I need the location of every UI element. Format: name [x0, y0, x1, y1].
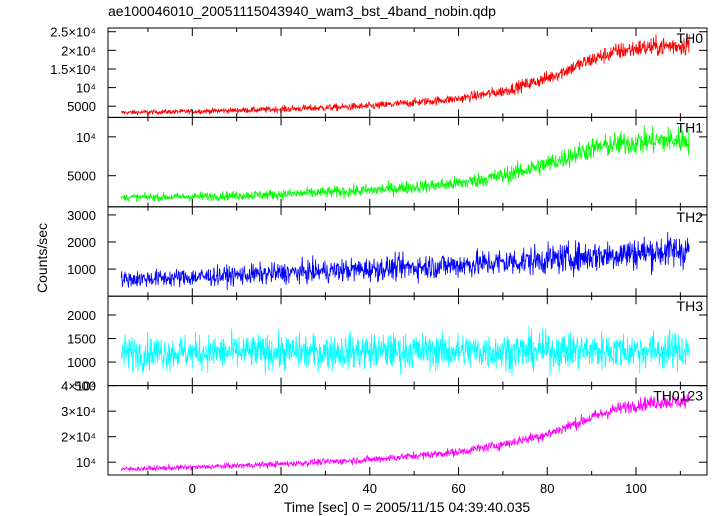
series-line-th0123 [120, 393, 690, 472]
y-tick-label: 4×10⁴ [61, 379, 96, 394]
y-tick-label: 500 [74, 379, 96, 394]
y-tick-label: 2000 [67, 308, 96, 323]
y-tick-label: 5000 [67, 169, 96, 184]
y-tick-label: 2.5×10⁴ [50, 25, 96, 40]
series-label-th3: TH3 [677, 298, 704, 314]
y-axis-label: Counts/sec [34, 223, 50, 293]
y-tick-label: 1500 [67, 332, 96, 347]
x-tick-label: 100 [625, 481, 647, 496]
y-tick-label: 2×10⁴ [61, 43, 96, 58]
panel-th3: 500 1000 1500 2000 TH3 [67, 295, 708, 394]
panel-th0123: 10⁴ 2×10⁴ 3×10⁴ 4×10⁴ TH0123 [61, 379, 708, 476]
y-tick-label: 2×10⁴ [61, 430, 96, 445]
y-tick-label: 3×10⁴ [61, 404, 96, 419]
series-line-th3 [120, 325, 690, 376]
series-line-th2 [120, 232, 690, 291]
x-tick-label: 80 [540, 481, 554, 496]
y-tick-label: 2000 [67, 235, 96, 250]
x-tick-label: 20 [274, 481, 288, 496]
x-axis-label: Time [sec] 0 = 2005/11/15 04:39:40.035 [284, 499, 531, 515]
y-tick-label: 1000 [67, 262, 96, 277]
series-label-th2: TH2 [677, 209, 704, 225]
series-label-th0: TH0 [677, 30, 704, 46]
panel-frame [107, 385, 708, 476]
x-tick-label: 40 [363, 481, 377, 496]
panel-th1: 5000 10⁴ TH1 [67, 116, 708, 208]
y-tick-label: 1000 [67, 355, 96, 370]
x-tick-label: 0 [189, 481, 196, 496]
y-tick-label: 10⁴ [76, 130, 96, 145]
panel-th0: 5000 10⁴ 1.5×10⁴ 2×10⁴ 2.5×10⁴ TH0 [50, 25, 708, 118]
panel-th2: 1000 2000 3000 TH2 [67, 206, 708, 297]
panel-frame [107, 295, 708, 387]
series-line-th0 [121, 34, 690, 116]
y-tick-label: 1.5×10⁴ [50, 62, 96, 77]
y-tick-label: 10⁴ [76, 455, 96, 470]
y-tick-label: 3000 [67, 208, 96, 223]
series-label-th1: TH1 [677, 119, 704, 135]
series-label-th0123: TH0123 [653, 388, 703, 404]
y-tick-label: 10⁴ [76, 81, 96, 96]
series-line-th1 [120, 124, 690, 203]
plot-title: ae100046010_20051115043940_wam3_bst_4ban… [108, 3, 496, 19]
y-tick-label: 5000 [67, 99, 96, 114]
x-tick-label: 60 [451, 481, 465, 496]
